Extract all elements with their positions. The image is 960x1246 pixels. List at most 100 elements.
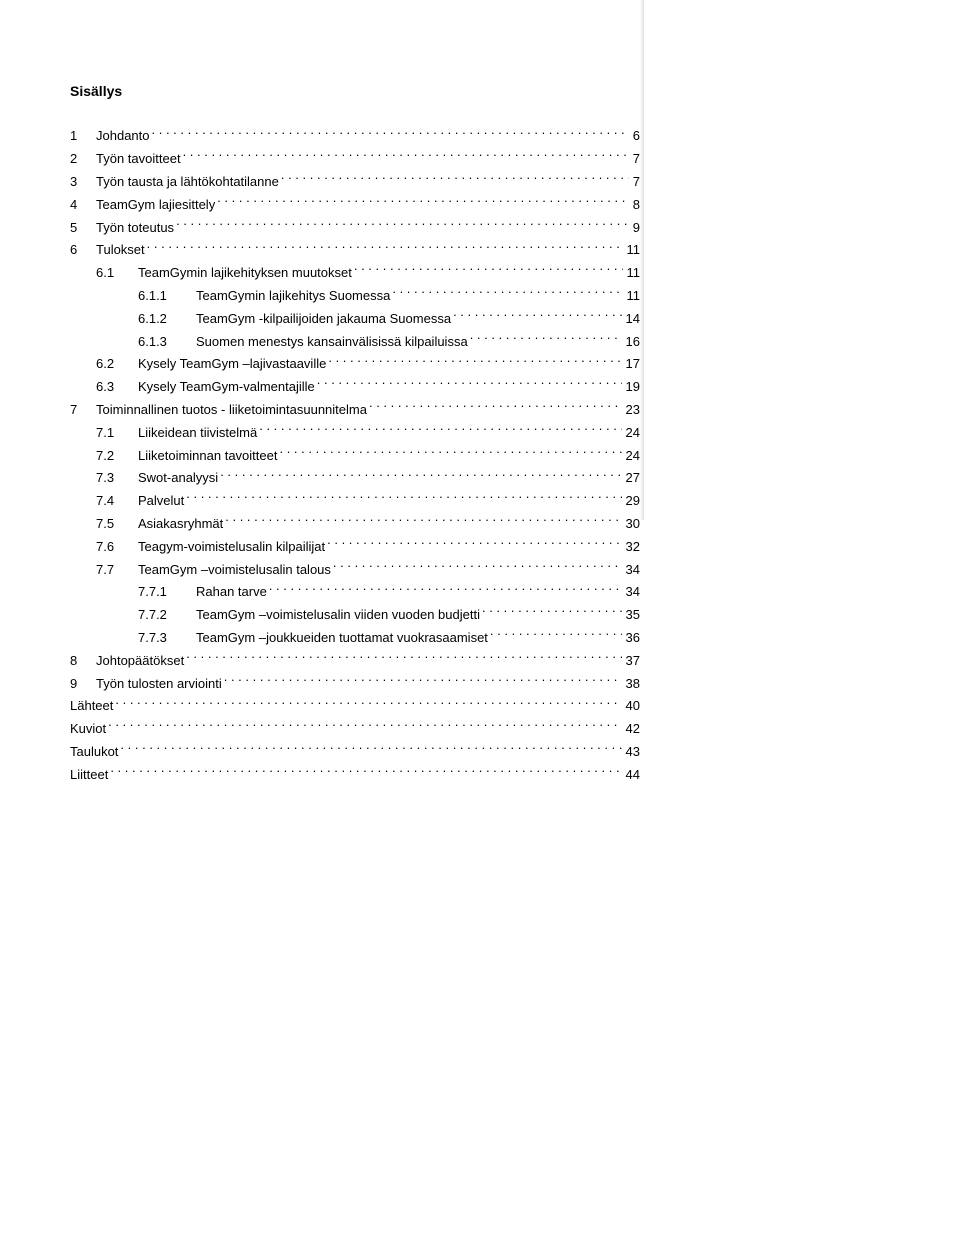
toc-entry-title: Kuviot (70, 719, 108, 740)
toc-entry-page: 17 (622, 354, 640, 375)
toc-entry: 5Työn toteutus 9 (70, 218, 640, 239)
toc-entry: 6.1.3Suomen menestys kansainvälisissä ki… (70, 332, 640, 353)
toc-entry-number: 7.4 (96, 491, 138, 512)
toc-entry-number: 6 (70, 240, 96, 261)
toc-entry-page: 9 (629, 218, 640, 239)
toc-entry-number: 6.1.2 (138, 309, 196, 330)
toc-entry: 7.7.2TeamGym –voimistelusalin viiden vuo… (70, 605, 640, 626)
toc-leader-dots (333, 561, 622, 574)
toc-entry-title: Työn tulosten arviointi (96, 674, 224, 695)
toc-entry-number: 6.3 (96, 377, 138, 398)
toc-entry-number: 7.6 (96, 537, 138, 558)
toc-leader-dots (108, 720, 621, 733)
toc-entry-page: 35 (622, 605, 640, 626)
toc-entry-title: Palvelut (138, 491, 186, 512)
toc-entry-number: 7 (70, 400, 96, 421)
toc-entry-number: 6.1 (96, 263, 138, 284)
toc-leader-dots (470, 333, 622, 346)
toc-leader-dots (259, 424, 621, 437)
toc-entry-page: 38 (622, 674, 640, 695)
toc-entry-title: Teagym-voimistelusalin kilpailijat (138, 537, 327, 558)
toc-leader-dots (269, 583, 622, 596)
toc-entry-number: 6.2 (96, 354, 138, 375)
toc-entry: 7.2Liiketoiminnan tavoitteet 24 (70, 446, 640, 467)
toc-entry-page: 24 (622, 446, 640, 467)
toc-entry-page: 32 (622, 537, 640, 558)
toc-entry-number: 9 (70, 674, 96, 695)
toc-entry-title: Liitteet (70, 765, 110, 786)
toc-leader-dots (152, 127, 629, 140)
toc-entry-page: 29 (622, 491, 640, 512)
toc-entry-number: 5 (70, 218, 96, 239)
toc-entry: 7.7TeamGym –voimistelusalin talous 34 (70, 560, 640, 581)
toc-entry: 2Työn tavoitteet 7 (70, 149, 640, 170)
toc-leader-dots (328, 355, 621, 368)
toc-entry: 1Johdanto 6 (70, 126, 640, 147)
toc-entry-number: 4 (70, 195, 96, 216)
toc-leader-dots (354, 264, 623, 277)
toc-entry-title: Kysely TeamGym-valmentajille (138, 377, 317, 398)
toc-entry: 6.2Kysely TeamGym –lajivastaaville 17 (70, 354, 640, 375)
toc-leader-dots (490, 629, 622, 642)
toc-leader-dots (186, 652, 621, 665)
toc-entry-title: Työn tausta ja lähtökohtatilanne (96, 172, 281, 193)
toc-entry-title: TeamGymin lajikehitys Suomessa (196, 286, 392, 307)
toc-entry-page: 44 (622, 765, 640, 786)
toc-leader-dots (186, 492, 621, 505)
toc-entry: Taulukot 43 (70, 742, 640, 763)
toc-entry: 7.1Liikeidean tiivistelmä 24 (70, 423, 640, 444)
toc-entry-page: 6 (629, 126, 640, 147)
toc-entry: Kuviot 42 (70, 719, 640, 740)
toc-leader-dots (120, 743, 621, 756)
toc-entry-title: Työn tavoitteet (96, 149, 183, 170)
toc-entry-title: Työn toteutus (96, 218, 176, 239)
toc-entry: 7.5Asiakasryhmät 30 (70, 514, 640, 535)
toc-page: Sisällys 1Johdanto 62Työn tavoitteet 73T… (0, 0, 640, 786)
toc-entry-page: 8 (629, 195, 640, 216)
toc-entry: 6.3Kysely TeamGym-valmentajille 19 (70, 377, 640, 398)
toc-leader-dots (183, 150, 629, 163)
toc-entry-title: Asiakasryhmät (138, 514, 225, 535)
toc-entry-title: Suomen menestys kansainvälisissä kilpail… (196, 332, 470, 353)
toc-entry: 7.4Palvelut 29 (70, 491, 640, 512)
toc-entry-number: 7.3 (96, 468, 138, 489)
toc-entry-number: 7.7.1 (138, 582, 196, 603)
toc-entry-page: 11 (623, 240, 641, 261)
page-edge-shadow (640, 0, 644, 520)
toc-entry-title: TeamGym –voimistelusalin talous (138, 560, 333, 581)
toc-entry-page: 36 (622, 628, 640, 649)
toc-leader-dots (317, 378, 622, 391)
toc-leader-dots (225, 515, 621, 528)
toc-entry: Liitteet 44 (70, 765, 640, 786)
toc-entry-page: 14 (622, 309, 640, 330)
toc-leader-dots (279, 447, 621, 460)
toc-entry-page: 27 (622, 468, 640, 489)
toc-entry-title: TeamGym –voimistelusalin viiden vuoden b… (196, 605, 482, 626)
toc-entry: 7.6Teagym-voimistelusalin kilpailijat 32 (70, 537, 640, 558)
toc-entry-number: 7.1 (96, 423, 138, 444)
toc-leader-dots (224, 675, 622, 688)
toc-entry-title: Rahan tarve (196, 582, 269, 603)
toc-leader-dots (327, 538, 621, 551)
toc-entry-title: Kysely TeamGym –lajivastaaville (138, 354, 328, 375)
toc-entry: 7.7.1Rahan tarve 34 (70, 582, 640, 603)
toc-entry: 7.3Swot-analyysi 27 (70, 468, 640, 489)
toc-entry-page: 7 (629, 149, 640, 170)
toc-list: 1Johdanto 62Työn tavoitteet 73Työn taust… (70, 126, 640, 785)
toc-leader-dots (369, 401, 622, 414)
toc-leader-dots (281, 173, 629, 186)
toc-entry-title: Tulokset (96, 240, 147, 261)
toc-entry: 9Työn tulosten arviointi 38 (70, 674, 640, 695)
toc-entry-page: 16 (622, 332, 640, 353)
toc-entry-title: TeamGym -kilpailijoiden jakauma Suomessa (196, 309, 453, 330)
toc-entry-page: 40 (622, 696, 640, 717)
toc-leader-dots (482, 606, 622, 619)
toc-entry-title: Swot-analyysi (138, 468, 220, 489)
toc-entry-page: 34 (622, 582, 640, 603)
toc-entry-page: 23 (622, 400, 640, 421)
toc-entry-number: 3 (70, 172, 96, 193)
toc-leader-dots (147, 241, 623, 254)
toc-entry-number: 7.7 (96, 560, 138, 581)
toc-entry-page: 42 (622, 719, 640, 740)
toc-leader-dots (110, 766, 621, 779)
